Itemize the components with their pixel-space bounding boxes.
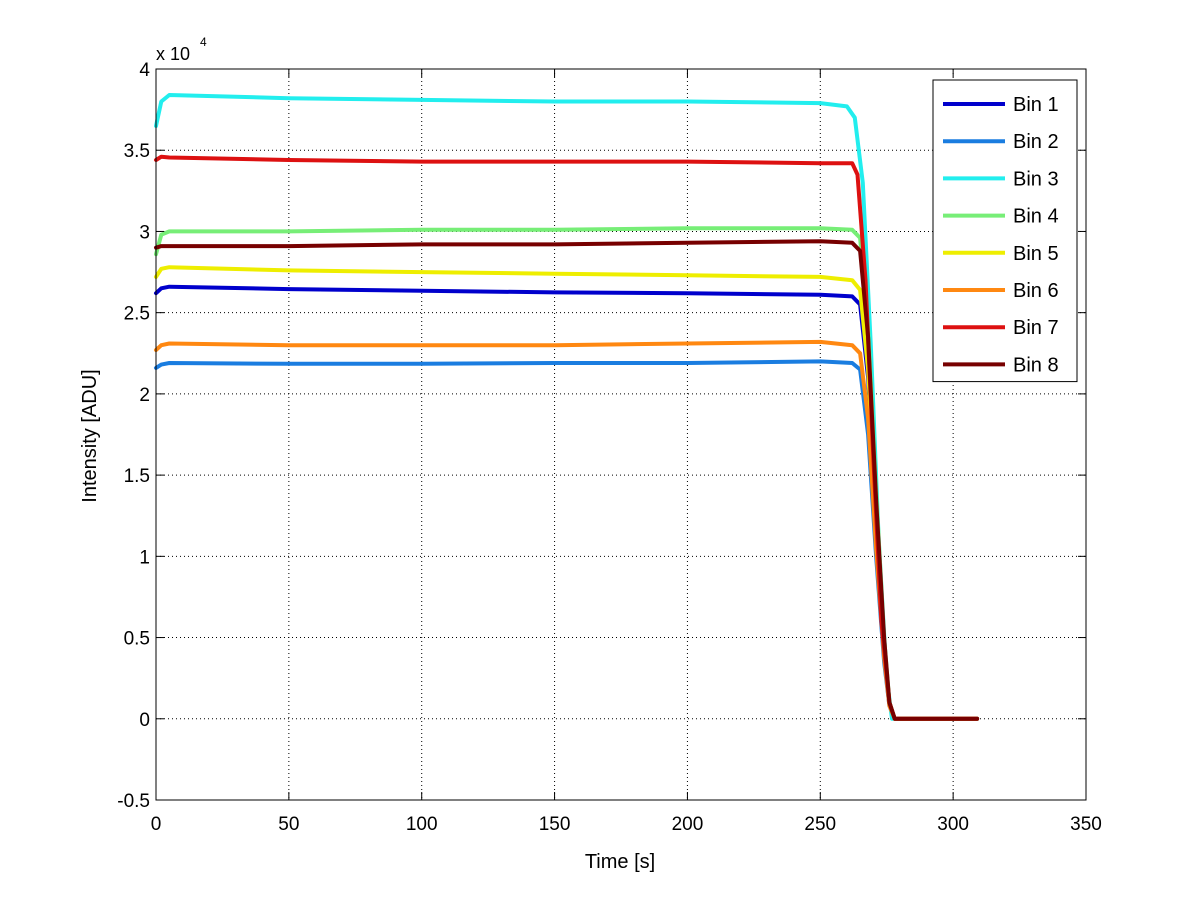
y-tick-label: 1.5 (124, 466, 150, 487)
series-layer (154, 93, 980, 721)
x-tick-label: 0 (151, 814, 162, 835)
y-tick-label: 1 (139, 547, 150, 568)
x-tick-label: 350 (1070, 814, 1102, 835)
axis-ticks: 0 50 100 150 200 250 300 350-0.500.511.522.533.… (117, 60, 1102, 835)
x-tick-label: 100 (406, 814, 438, 835)
legend-box (932, 79, 1078, 383)
x-tick-label: 50 (278, 814, 299, 835)
x-tick-label: 150 (539, 814, 571, 835)
legend-label: Bin 5 (1013, 243, 1059, 265)
x-tick-label: 300 (937, 814, 969, 835)
x-tick-label: 200 (672, 814, 704, 835)
y-axis-label: Intensity [ADU] (79, 369, 101, 502)
legend-label: Bin 2 (1013, 131, 1059, 153)
legend-label: Bin 6 (1013, 280, 1059, 302)
y-tick-label: 3 (139, 222, 150, 243)
y-tick-label: 2 (139, 385, 150, 406)
y-tick-label: 3.5 (124, 141, 150, 162)
x-axis-label: Time [s] (585, 851, 655, 873)
x-tick-label: 250 (804, 814, 836, 835)
y-tick-label: 4 (139, 60, 150, 81)
legend-label: Bin 3 (1013, 168, 1059, 190)
legend: Bin 1 Bin 2 Bin 3 Bin 4 Bin 5 Bin 6 Bin 7 Bin 8 (932, 79, 1078, 383)
grid-lines (156, 69, 1086, 800)
legend-label: Bin 4 (1013, 206, 1059, 228)
y-exponent-base: x 10 (156, 44, 190, 64)
legend-label: Bin 7 (1013, 317, 1059, 339)
series-line-bin-8 (154, 239, 980, 721)
legend-label: Bin 8 (1013, 354, 1059, 376)
legend-label: Bin 1 (1013, 94, 1059, 116)
y-tick-label: 0 (139, 710, 150, 731)
y-tick-label: -0.5 (117, 791, 150, 812)
y-exponent-power: 4 (200, 35, 207, 49)
y-tick-label: 2.5 (124, 304, 150, 325)
y-tick-label: 0.5 (124, 629, 150, 650)
plot-frame (155, 68, 1087, 801)
